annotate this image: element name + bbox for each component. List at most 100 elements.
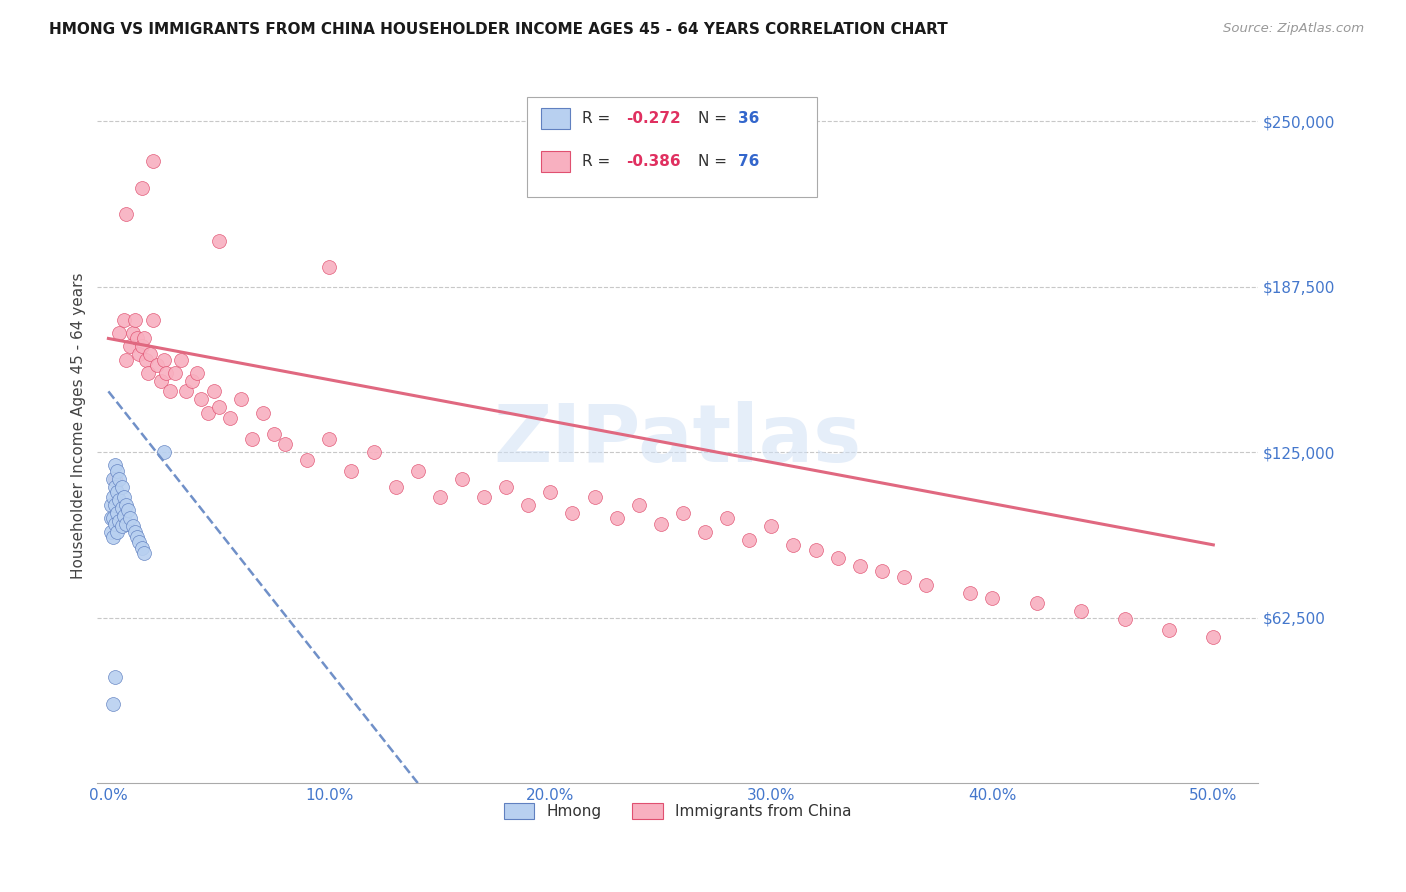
Point (104, 458, 127, 473)
Point (170, 352, 193, 367)
Point (112, 490, 135, 504)
Y-axis label: Householder Income Ages 45 - 64 years: Householder Income Ages 45 - 64 years (72, 273, 86, 579)
Point (101, 530, 124, 544)
Point (318, 260, 340, 274)
Point (124, 524, 146, 539)
Point (121, 326, 143, 340)
Point (517, 498, 540, 512)
Point (115, 516, 138, 531)
Point (406, 464, 429, 478)
Point (190, 392, 212, 407)
Text: -0.386: -0.386 (627, 154, 681, 169)
Point (583, 490, 606, 504)
Point (181, 374, 204, 388)
Point (112, 313, 135, 327)
Point (159, 384, 181, 399)
Point (672, 506, 695, 520)
Text: N =: N = (699, 154, 733, 169)
Point (163, 366, 186, 380)
Point (782, 538, 804, 552)
Point (804, 543, 827, 558)
Point (127, 331, 149, 345)
Point (1025, 596, 1047, 610)
Point (340, 464, 363, 478)
Point (101, 697, 124, 711)
Point (363, 445, 385, 459)
Text: R =: R = (582, 154, 616, 169)
Text: -0.272: -0.272 (627, 111, 681, 126)
Point (229, 392, 252, 407)
Point (132, 546, 155, 560)
Point (120, 511, 142, 525)
Point (240, 432, 263, 446)
Point (100, 511, 122, 525)
Point (208, 401, 231, 415)
Point (152, 352, 174, 367)
Point (131, 180, 153, 194)
Point (111, 480, 134, 494)
Point (104, 516, 127, 531)
Point (136, 366, 159, 380)
Point (152, 445, 174, 459)
Point (174, 384, 197, 399)
Point (124, 313, 146, 327)
Point (117, 503, 139, 517)
Point (115, 207, 138, 221)
Text: 36: 36 (738, 111, 759, 126)
Point (827, 551, 849, 566)
Point (981, 591, 1004, 605)
Point (105, 524, 128, 539)
FancyBboxPatch shape (540, 151, 569, 172)
Text: HMONG VS IMMIGRANTS FROM CHINA HOUSEHOLDER INCOME AGES 45 - 64 YEARS CORRELATION: HMONG VS IMMIGRANTS FROM CHINA HOUSEHOLD… (49, 22, 948, 37)
Point (186, 366, 208, 380)
Point (105, 464, 128, 478)
Point (139, 347, 162, 361)
Point (1202, 631, 1225, 645)
Point (131, 339, 153, 353)
Text: N =: N = (699, 111, 733, 126)
FancyBboxPatch shape (527, 97, 817, 197)
Point (142, 313, 165, 327)
Point (155, 366, 177, 380)
Point (627, 498, 650, 512)
Point (538, 485, 561, 500)
Point (150, 374, 173, 388)
Point (204, 384, 226, 399)
Point (716, 511, 738, 525)
Point (693, 524, 716, 539)
Text: R =: R = (582, 111, 616, 126)
Point (848, 559, 870, 574)
Point (108, 472, 131, 486)
Point (650, 516, 672, 531)
Point (146, 358, 169, 372)
Point (959, 585, 981, 599)
Point (219, 410, 242, 425)
Point (131, 541, 153, 555)
Point (101, 490, 124, 504)
Point (120, 339, 142, 353)
Point (893, 569, 915, 583)
Text: Source: ZipAtlas.com: Source: ZipAtlas.com (1223, 22, 1364, 36)
Point (128, 347, 150, 361)
Point (115, 498, 138, 512)
Point (135, 352, 157, 367)
Point (297, 453, 319, 467)
Point (472, 490, 495, 504)
Point (104, 480, 127, 494)
Point (121, 519, 143, 533)
Point (104, 472, 127, 486)
Point (761, 519, 783, 533)
Point (101, 472, 124, 486)
Point (318, 432, 340, 446)
Point (1114, 612, 1136, 626)
Point (132, 331, 155, 345)
Point (101, 511, 124, 525)
Point (274, 437, 297, 451)
Point (252, 405, 274, 419)
Point (127, 530, 149, 544)
Text: ZIPatlas: ZIPatlas (494, 401, 862, 479)
Point (606, 511, 628, 525)
Point (108, 492, 131, 507)
Text: 76: 76 (738, 154, 759, 169)
Point (111, 500, 134, 515)
